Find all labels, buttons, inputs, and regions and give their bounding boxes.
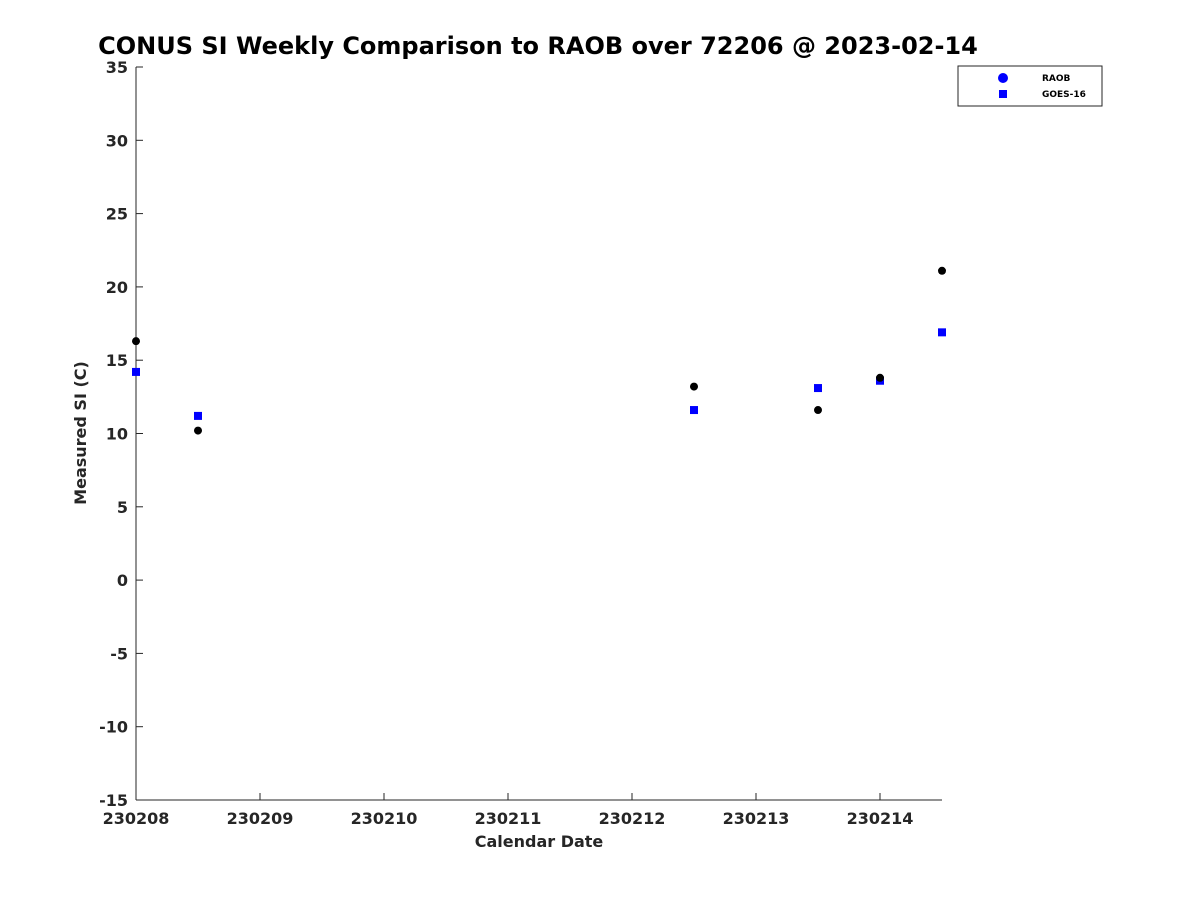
y-tick-label: 0 (117, 571, 128, 590)
legend-circle-icon (998, 73, 1008, 83)
raob-point (876, 373, 884, 382)
legend-box (957, 65, 1103, 107)
y-tick-label: 30 (106, 131, 128, 150)
legend-label: GOES-16 (1042, 90, 1086, 100)
x-axis-ticks: 230208 230209 230210 230211 230212 230213 2302… (103, 793, 914, 828)
raob-point (194, 426, 202, 435)
y-axis-ticks: -15 -10 -5 0 5 10 15 20 25 30 35 (99, 58, 143, 810)
goes16-point (938, 328, 946, 337)
raob-point (938, 266, 946, 275)
raob-point (132, 337, 140, 346)
goes16-point (814, 384, 822, 393)
x-tick-label: 230208 (103, 809, 170, 828)
x-tick-label: 230209 (227, 809, 294, 828)
legend-square-icon (999, 90, 1007, 98)
raob-point (690, 382, 698, 391)
x-tick-label: 230212 (599, 809, 666, 828)
legend-label: RAOB (1042, 74, 1071, 84)
y-axis-label: Measured SI (C) (71, 361, 90, 505)
raob-point (814, 406, 822, 415)
y-tick-label: 10 (106, 425, 128, 444)
y-tick-label: 15 (106, 351, 128, 370)
goes16-point (132, 367, 140, 376)
goes16-point (194, 411, 202, 420)
y-tick-label: 20 (106, 278, 128, 297)
chart-legend: RAOB GOES-16 (957, 65, 1103, 107)
data-points (132, 266, 946, 435)
y-tick-label: 35 (106, 58, 128, 77)
y-tick-label: 5 (117, 498, 128, 517)
x-tick-label: 230211 (475, 809, 542, 828)
plot-axes (135, 67, 942, 801)
x-tick-label: 230213 (723, 809, 790, 828)
goes16-point (690, 406, 698, 415)
x-axis-label: Calendar Date (475, 832, 604, 851)
y-tick-label: -15 (99, 791, 128, 810)
y-tick-label: -10 (99, 718, 128, 737)
chart-title: CONUS SI Weekly Comparison to RAOB over … (98, 32, 978, 60)
y-tick-label: 25 (106, 205, 128, 224)
x-tick-label: 230214 (847, 809, 914, 828)
x-tick-label: 230210 (351, 809, 418, 828)
y-tick-label: -5 (110, 644, 128, 663)
